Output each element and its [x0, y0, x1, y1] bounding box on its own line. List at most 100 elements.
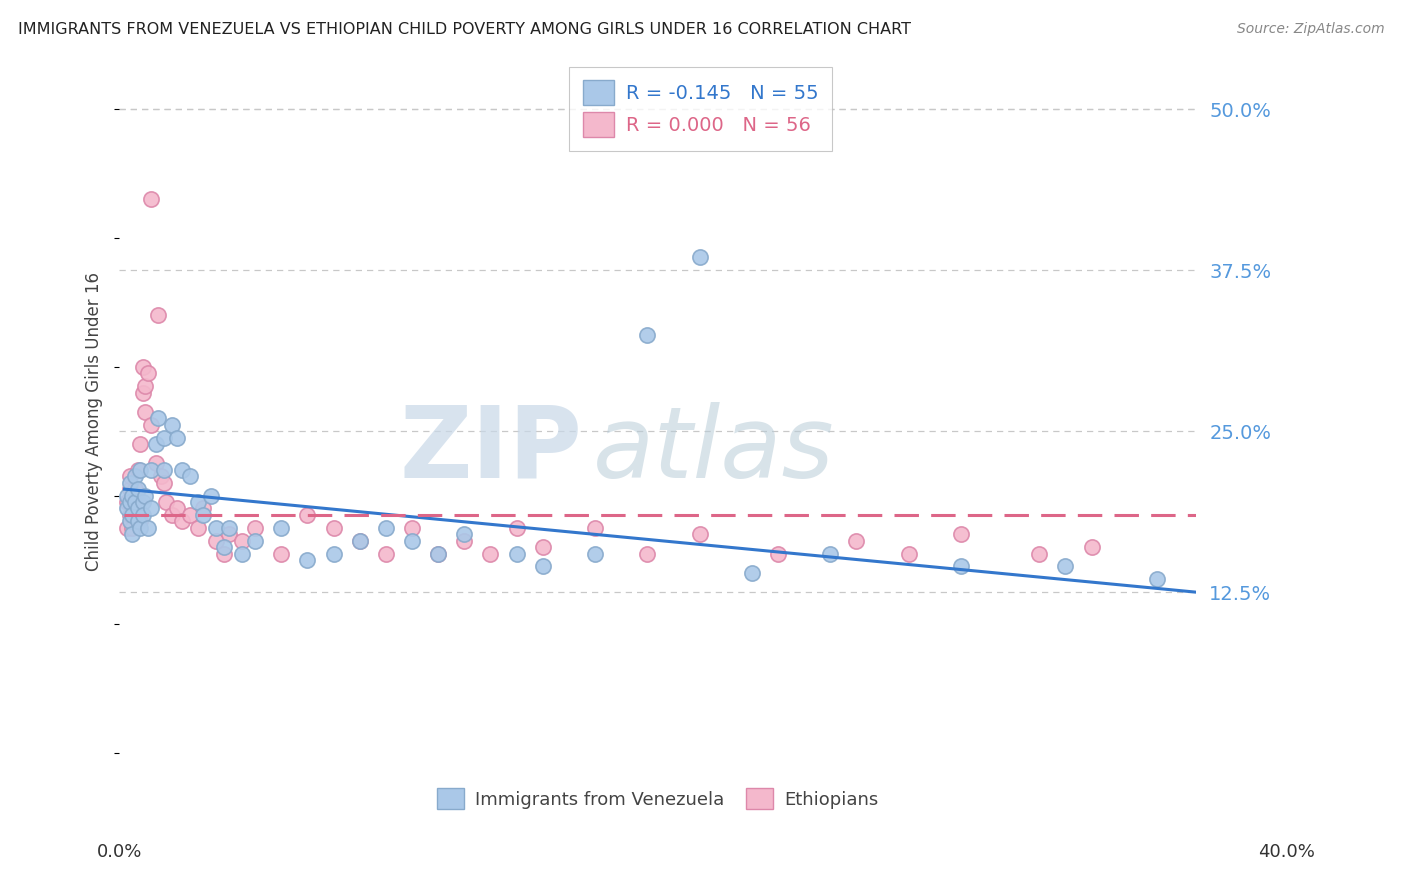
Legend: Immigrants from Venezuela, Ethiopians: Immigrants from Venezuela, Ethiopians [430, 781, 886, 816]
Point [531, 540, 554, 554]
Point [741, 566, 763, 580]
Point [245, 521, 267, 535]
Point [212, 547, 235, 561]
Point [129, 514, 152, 528]
Point [949, 527, 972, 541]
Point [374, 521, 396, 535]
Point [127, 463, 149, 477]
Point [427, 547, 450, 561]
Point [401, 521, 423, 535]
Point [689, 527, 711, 541]
Point [166, 431, 188, 445]
Point [134, 379, 156, 393]
Point [136, 521, 159, 535]
Point [845, 533, 868, 548]
Point [121, 508, 143, 522]
Point [124, 508, 146, 522]
Point [152, 431, 174, 445]
Text: 40.0%: 40.0% [1258, 843, 1315, 861]
Text: Source: ZipAtlas.com: Source: ZipAtlas.com [1237, 22, 1385, 37]
Text: ZIP: ZIP [399, 401, 582, 499]
Point [191, 508, 214, 522]
Point [160, 508, 183, 522]
Point [132, 359, 155, 374]
Point [148, 308, 170, 322]
Point [132, 508, 155, 522]
Point [583, 521, 606, 535]
Point [139, 417, 162, 432]
Point [949, 559, 972, 574]
Point [115, 489, 138, 503]
Point [427, 547, 450, 561]
Y-axis label: Child Poverty Among Girls Under 16: Child Poverty Among Girls Under 16 [86, 272, 103, 571]
Point [322, 547, 344, 561]
Point [118, 514, 141, 528]
Point [121, 521, 143, 535]
Point [136, 366, 159, 380]
Point [187, 521, 209, 535]
Point [121, 527, 143, 541]
Point [505, 547, 527, 561]
Point [636, 327, 658, 342]
Point [160, 417, 183, 432]
Point [453, 527, 475, 541]
Point [127, 482, 149, 496]
Point [897, 547, 920, 561]
Point [118, 475, 141, 490]
Point [818, 547, 841, 561]
Text: 0.0%: 0.0% [97, 843, 142, 861]
Point [231, 533, 253, 548]
Point [132, 495, 155, 509]
Point [505, 521, 527, 535]
Point [139, 192, 162, 206]
Point [245, 533, 267, 548]
Point [636, 547, 658, 561]
Point [1080, 540, 1102, 554]
Point [129, 521, 152, 535]
Point [218, 527, 240, 541]
Point [118, 495, 141, 509]
Point [127, 514, 149, 528]
Point [134, 405, 156, 419]
Point [124, 482, 146, 496]
Point [124, 495, 146, 509]
Point [205, 521, 228, 535]
Point [115, 501, 138, 516]
Point [148, 411, 170, 425]
Point [145, 437, 167, 451]
Point [145, 456, 167, 470]
Point [479, 547, 502, 561]
Point [118, 482, 141, 496]
Point [689, 250, 711, 264]
Point [127, 501, 149, 516]
Point [129, 463, 152, 477]
Text: IMMIGRANTS FROM VENEZUELA VS ETHIOPIAN CHILD POVERTY AMONG GIRLS UNDER 16 CORREL: IMMIGRANTS FROM VENEZUELA VS ETHIOPIAN C… [18, 22, 911, 37]
Point [583, 547, 606, 561]
Point [231, 547, 253, 561]
Point [118, 508, 141, 522]
Point [322, 521, 344, 535]
Point [401, 533, 423, 548]
Point [187, 495, 209, 509]
Point [205, 533, 228, 548]
Point [152, 475, 174, 490]
Text: atlas: atlas [593, 401, 835, 499]
Point [1054, 559, 1077, 574]
Point [155, 495, 177, 509]
Point [170, 514, 193, 528]
Point [297, 553, 319, 567]
Point [152, 463, 174, 477]
Point [121, 489, 143, 503]
Point [297, 508, 319, 522]
Point [191, 501, 214, 516]
Point [127, 495, 149, 509]
Point [139, 463, 162, 477]
Point [139, 501, 162, 516]
Point [115, 495, 138, 509]
Point [134, 489, 156, 503]
Point [212, 540, 235, 554]
Point [170, 463, 193, 477]
Point [121, 501, 143, 516]
Point [166, 501, 188, 516]
Point [179, 508, 201, 522]
